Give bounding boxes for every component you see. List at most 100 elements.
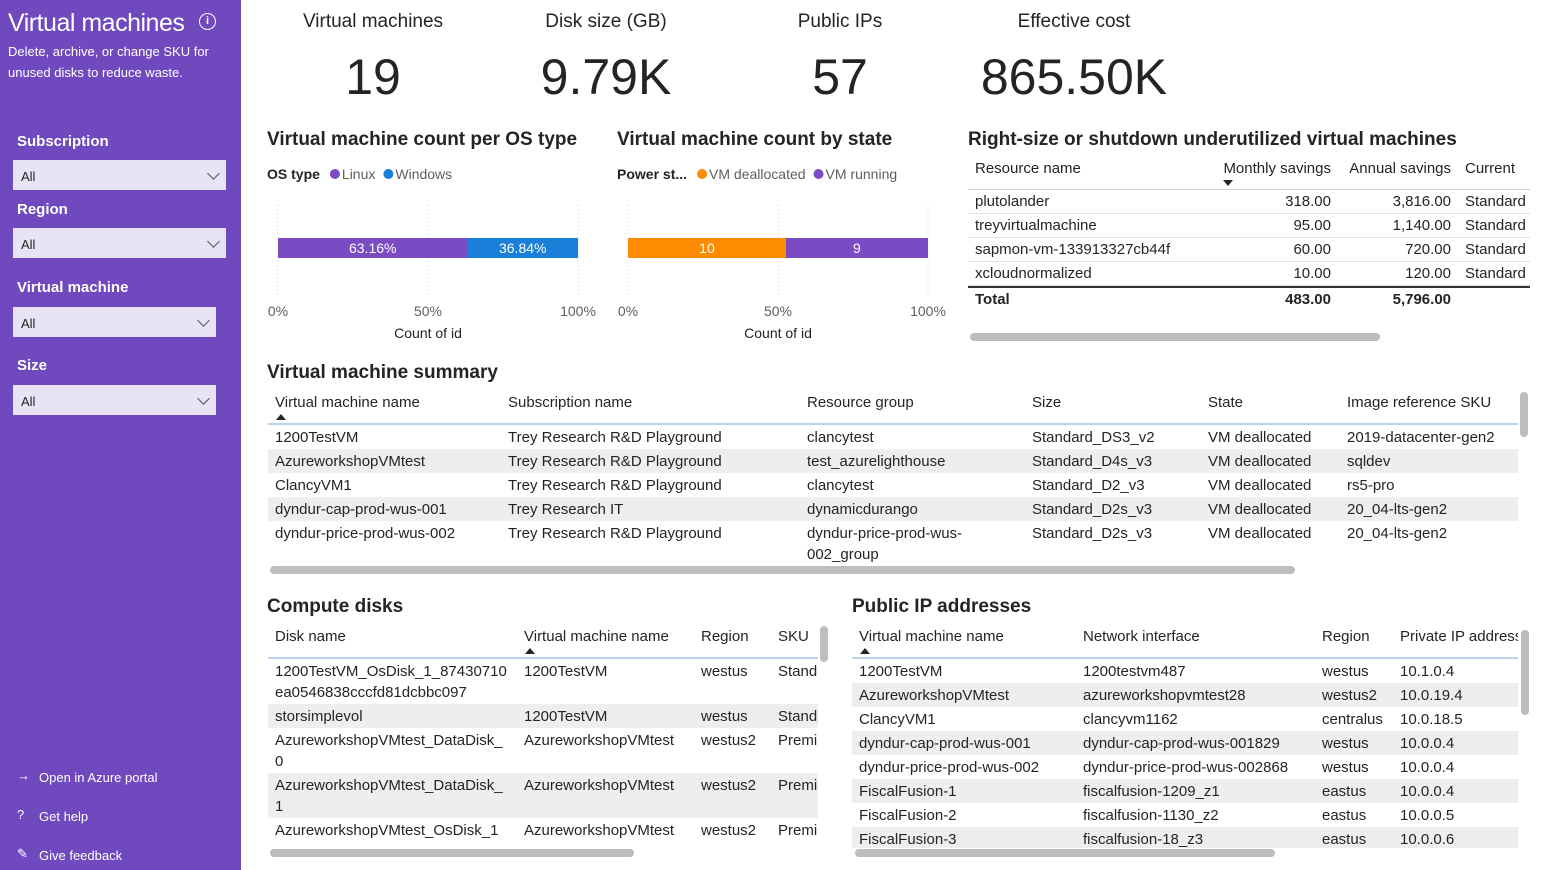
scrollbar[interactable] <box>270 849 634 857</box>
table-cell: 5,796.00 <box>1392 291 1451 308</box>
link-icon: ✎ <box>17 846 28 861</box>
table-cell: Standard <box>1465 193 1526 210</box>
table-row: ClancyVM1 clancyvm1162 centralus 10.0.18.5 <box>852 707 1518 731</box>
sidebar-link[interactable]: Give feedback <box>39 848 123 863</box>
chart: Power st... VM deallocated VM running 0% 50%… <box>617 166 946 341</box>
table-cell: Standard_D2_v3 <box>1032 477 1145 494</box>
table-row: treyvirtualmachine 95.00 1,140.00 Standard <box>968 214 1530 238</box>
table-cell: 1200TestVM <box>524 708 608 725</box>
scrollbar[interactable] <box>1520 392 1528 437</box>
table-row: FiscalFusion-2 fiscalfusion-1130_z2 eastus… <box>852 803 1518 827</box>
info-icon[interactable]: i <box>199 13 216 30</box>
legend-title: Power st... <box>617 166 687 182</box>
table-row: dyndur-price-prod-wus-002 dyndur-price-pr… <box>852 755 1518 779</box>
filter-dropdown[interactable]: All <box>13 307 216 337</box>
table-title: Virtual machine summary <box>267 362 498 383</box>
table-cell: 60.00 <box>1293 241 1331 258</box>
table-cell: 20_04-lts-gen2 <box>1347 501 1448 518</box>
x-tick-label: 0% <box>268 303 288 319</box>
link-icon: → <box>17 768 30 783</box>
table-cell: Trey Research R&D Playground <box>508 525 722 542</box>
column-header: Virtual machine name <box>268 390 501 423</box>
sidebar-link[interactable]: Open in Azure portal <box>39 770 158 785</box>
legend-marker <box>383 169 394 179</box>
table-cell: VM deallocated <box>1208 453 1312 470</box>
table-cell: AzureworkshopVMtest_DataDisk_1 <box>275 777 503 815</box>
table-cell: dyndur-cap-prod-wus-001 <box>859 735 1031 752</box>
table-cell: AzureworkshopVMtest <box>524 777 675 794</box>
data-label: 9 <box>853 240 861 256</box>
legend-marker <box>697 169 708 179</box>
table-cell: westus <box>1322 735 1369 752</box>
legend-label: Linux <box>342 166 375 182</box>
x-axis-title: Count of id <box>744 325 812 341</box>
table: Virtual machine name Subscription name Res… <box>268 390 1518 564</box>
scrollbar[interactable] <box>855 849 1275 857</box>
column-header: Disk name <box>275 628 346 645</box>
legend-title: OS type <box>267 166 320 182</box>
table-cell: fiscalfusion-1209_z1 <box>1083 783 1220 800</box>
card-value: 19 <box>345 49 401 105</box>
x-tick-label: 0% <box>618 303 638 319</box>
legend-label: VM running <box>826 166 898 182</box>
table-row: dyndur-price-prod-wus-002 Trey Research R… <box>268 521 1518 564</box>
table-cell: 1200testvm487 <box>1083 663 1186 680</box>
column-header: Subscription name <box>508 394 633 411</box>
scrollbar[interactable] <box>1521 630 1529 715</box>
table-cell: sqldev <box>1347 453 1391 470</box>
filter-dropdown[interactable]: All <box>13 160 226 190</box>
column-header: SKU <box>778 628 809 645</box>
table-row: storsimplevol 1200TestVM westus Stand <box>268 704 818 728</box>
filter-value: All <box>21 169 36 184</box>
table-cell: Standard_D2s_v3 <box>1032 501 1153 518</box>
table-cell: westus <box>701 663 748 680</box>
data-label: 63.16% <box>349 240 396 256</box>
table-row: plutolander 318.00 3,816.00 Standard <box>968 190 1530 214</box>
table-cell: xcloudnormalized <box>975 265 1092 282</box>
table-cell: AzureworkshopVMtest_OsDisk_1 <box>275 822 499 839</box>
table-cell: Trey Research IT <box>508 501 624 518</box>
table-cell: fiscalfusion-1130_z2 <box>1083 807 1219 824</box>
x-axis-title: Count of id <box>394 325 462 341</box>
legend-marker <box>813 169 824 179</box>
table-row: AzureworkshopVMtest_DataDisk_0 Azureworks… <box>268 728 818 773</box>
table-cell: Premi <box>778 732 818 749</box>
x-tick-label: 100% <box>910 303 946 319</box>
table-row: 1200TestVM 1200testvm487 westus 10.1.0.4 <box>852 659 1518 683</box>
table-cell: clancytest <box>807 477 874 494</box>
table-cell: 10.1.0.4 <box>1400 663 1455 680</box>
scrollbar[interactable] <box>820 626 828 662</box>
table-cell: 3,816.00 <box>1392 193 1451 210</box>
scrollbar[interactable] <box>970 333 1380 341</box>
table-cell: 10.0.0.5 <box>1400 807 1455 824</box>
table-cell: Standard_D2s_v3 <box>1032 525 1153 542</box>
filter-label: Region <box>17 201 68 218</box>
table-row: AzureworkshopVMtest_DataDisk_1 Azureworks… <box>268 773 818 818</box>
table-cell: 1200TestVM <box>275 429 359 446</box>
table-cell: Stand <box>778 708 818 725</box>
table-cell: dyndur-price-prod-wus-002 <box>859 759 1040 776</box>
table-cell: 1,140.00 <box>1392 217 1451 234</box>
table-cell: dyndur-price-prod-wus-002_group <box>807 525 963 563</box>
table-cell: clancyvm1162 <box>1083 711 1178 728</box>
scrollbar[interactable] <box>270 566 1295 574</box>
table-header: Virtual machine name Subscription name Res… <box>268 390 1518 425</box>
sidebar-link[interactable]: Get help <box>39 809 89 824</box>
table-cell: Standard <box>1465 265 1526 282</box>
table-cell: VM deallocated <box>1208 477 1312 494</box>
filter-dropdown[interactable]: All <box>13 385 216 415</box>
table-cell: dyndur-price-prod-wus-002 <box>275 525 456 542</box>
filter-dropdown[interactable]: All <box>13 228 226 258</box>
sidebar-title: Virtual machines <box>8 9 185 37</box>
table-cell: 10.0.0.4 <box>1400 735 1455 752</box>
table-cell: Standard <box>1465 241 1526 258</box>
table-cell: treyvirtualmachine <box>975 217 1097 234</box>
table-row: 1200TestVM Trey Research R&D Playground cl… <box>268 425 1518 449</box>
table-cell: plutolander <box>975 193 1050 210</box>
table-cell: azureworkshopvmtest28 <box>1083 687 1246 704</box>
table-cell: 720.00 <box>1405 241 1451 258</box>
table-cell: Trey Research R&D Playground <box>508 477 722 494</box>
filter-value: All <box>21 316 36 331</box>
x-tick-label: 100% <box>560 303 596 319</box>
filter-label: Subscription <box>17 133 109 150</box>
